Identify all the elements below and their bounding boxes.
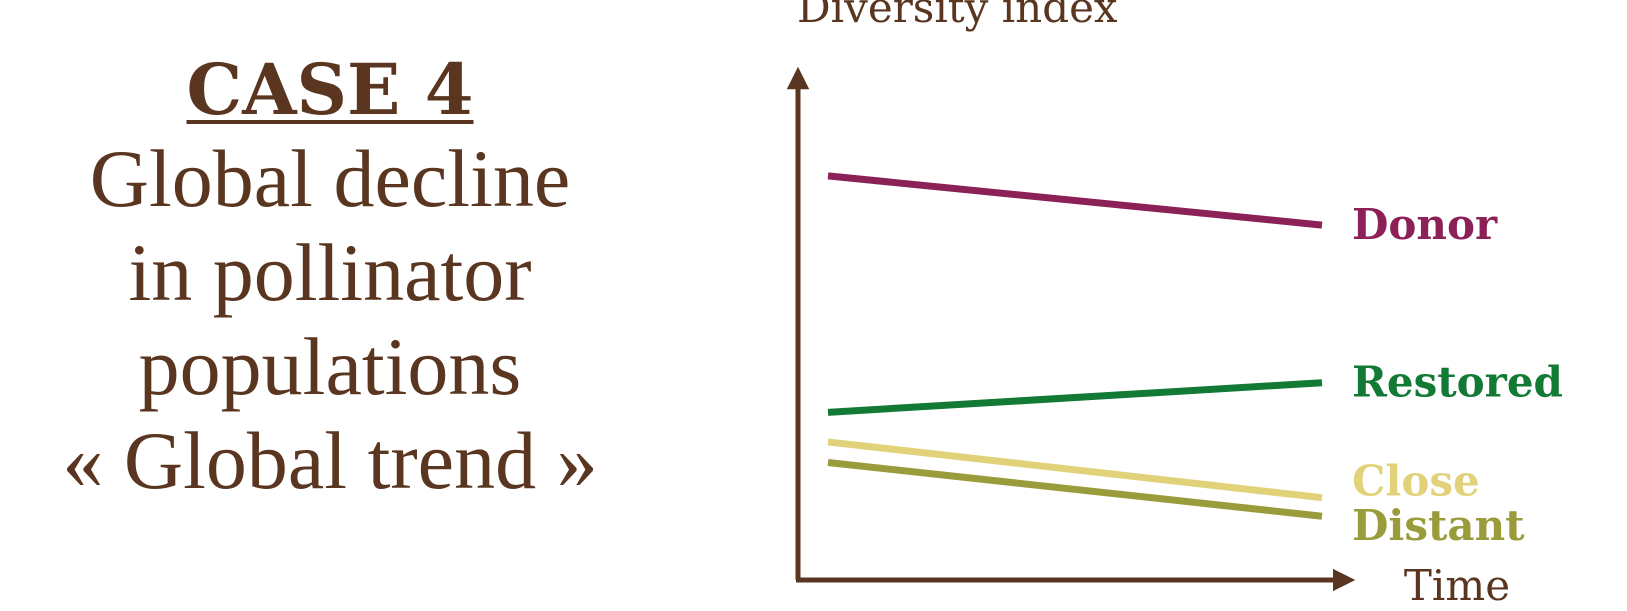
chart-axes	[786, 66, 1356, 592]
case-line-4: « Global trend »	[62, 415, 598, 506]
series-line-restored	[827, 379, 1323, 416]
y-axis-label: Diversity index	[797, 0, 1118, 32]
series-label-restored: Restored	[1352, 358, 1563, 407]
series-line-distant	[827, 459, 1323, 520]
case-line-2: in pollinator	[128, 227, 532, 318]
series-label-distant: Distant	[1352, 501, 1525, 550]
series-line-donor	[827, 172, 1323, 229]
x-axis-label: Time	[1404, 561, 1510, 610]
case-line-1: Global decline	[89, 133, 571, 224]
case-line-3: populations	[138, 321, 522, 412]
series-label-donor: Donor	[1352, 200, 1498, 249]
series-label-close: Close	[1352, 457, 1480, 506]
series-line-close	[827, 438, 1323, 502]
case-heading: CASE 4	[186, 48, 474, 131]
case-description: CASE 4 Global decline in pollinator popu…	[0, 48, 660, 508]
